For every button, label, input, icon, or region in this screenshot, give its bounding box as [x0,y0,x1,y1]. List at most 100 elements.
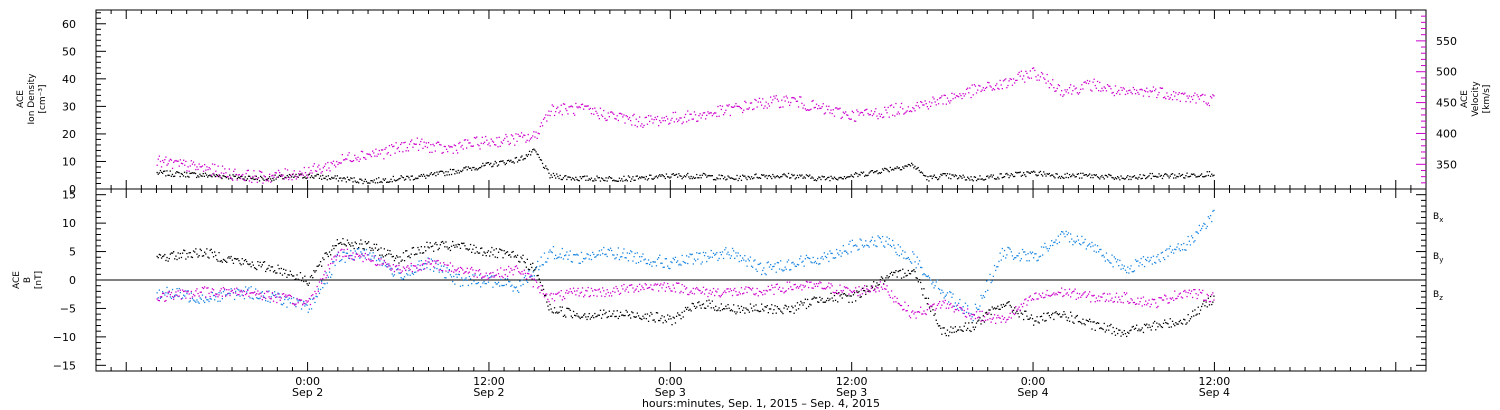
ion-density-point [412,179,415,181]
bx-point [347,242,350,244]
ion-density-point [474,169,476,171]
velocity-point [316,170,318,172]
bx-point [765,306,767,308]
by-point [1014,257,1016,259]
ion-density-point [1094,174,1096,177]
velocity-point [541,125,544,127]
by-point [1176,246,1178,248]
bx-point [556,311,558,313]
velocity-point [292,173,294,175]
ion-density-point [466,169,468,171]
by-point [1024,251,1026,253]
by-point [849,240,851,243]
by-point [397,267,399,270]
bx-point [212,256,215,258]
bx-point [832,300,834,302]
bx-point [323,258,325,261]
ion-density-point [575,176,577,178]
bx-point [402,252,405,254]
velocity-point [687,110,689,112]
bx-point [493,249,495,251]
ion-density-point [599,180,602,182]
bx-point [965,329,968,331]
by-point [822,258,824,260]
bx-point [943,327,945,329]
by-point [903,257,905,259]
velocity-point [191,163,194,165]
ion-density-point [201,175,203,177]
velocity-point [551,104,553,106]
by-point [436,267,438,270]
bx-point [613,310,615,312]
velocity-point [463,139,466,141]
bx-point [773,309,775,311]
bx-point [786,308,788,310]
bz-point [652,289,654,291]
velocity-point [217,165,219,167]
by-point [380,256,382,258]
by-point [845,250,847,252]
bx-point [164,253,166,256]
velocity-point [590,113,593,115]
velocity-point [990,86,992,88]
velocity-point [294,175,296,177]
bz-point [570,291,572,293]
velocity-point [1146,87,1148,89]
velocity-point [505,133,507,136]
bz-point [318,281,321,283]
bz-point [398,264,400,267]
velocity-point [408,143,411,145]
bz-point [435,262,437,265]
ion-density-point [1168,177,1170,179]
ion-density-point [917,166,919,169]
bx-point [408,255,410,257]
by-point [715,253,717,255]
ion-density-point [1113,178,1115,180]
velocity-point [791,97,793,99]
by-point [503,284,505,287]
by-point [403,276,406,278]
ion-density-point [714,178,716,181]
bx-point [409,257,411,259]
by-point [461,277,463,279]
bx-point [560,310,562,312]
bz-point [1166,298,1168,300]
velocity-point [965,88,968,90]
velocity-point [327,161,329,164]
velocity-point [480,142,482,144]
bx-point [960,329,962,331]
bx-point [967,327,969,330]
by-point [510,285,512,287]
bx-point [174,258,176,260]
bz-point [1091,294,1093,297]
ion-density-point [396,179,398,182]
bz-point [1195,293,1197,295]
by-point [756,270,758,272]
velocity-point [709,112,711,114]
velocity-point [1193,94,1195,97]
ion-density-point [719,178,721,180]
ion-density-point [465,166,467,168]
ion-density-point [833,176,836,178]
by-point [359,257,361,259]
by-point [257,297,259,300]
ion-density-point [651,178,653,180]
bx-point [516,254,519,256]
by-point [724,249,726,251]
bx-point [1208,304,1211,306]
velocity-point [903,113,905,115]
velocity-point [1040,71,1043,74]
velocity-point [1190,96,1193,98]
bz-point [415,265,417,267]
bx-point [840,293,842,296]
bx-point [1151,325,1153,327]
ion-density-point [604,180,606,182]
by-point [813,262,815,264]
by-point [250,286,252,288]
velocity-point [771,102,773,104]
ion-density-point [1040,173,1043,176]
bx-point [817,301,819,303]
bz-point [337,251,340,253]
velocity-point [955,95,958,97]
bx-point [1184,319,1186,321]
